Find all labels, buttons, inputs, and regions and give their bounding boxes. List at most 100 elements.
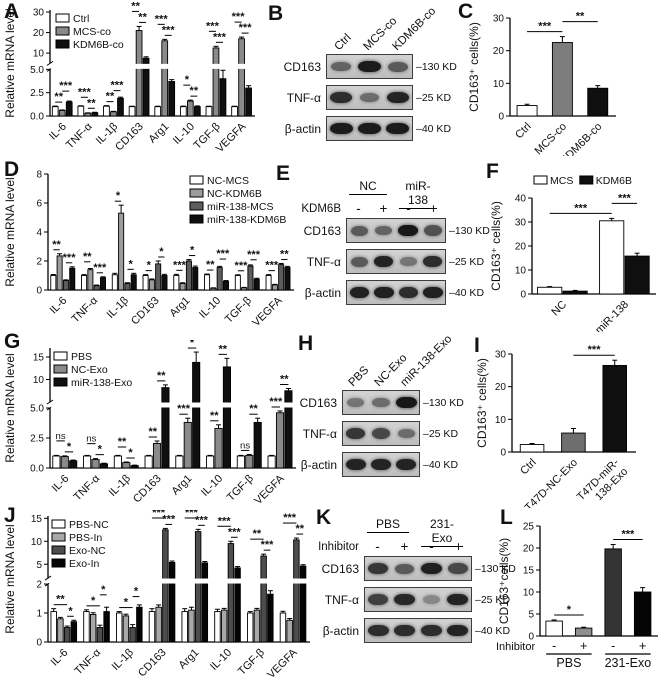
sig-label: *: [185, 74, 190, 86]
tick-label: 20: [495, 382, 507, 393]
bar: [562, 290, 588, 295]
legend-label: Ctrl: [73, 13, 89, 25]
bar: [161, 275, 168, 291]
tick-label: 30: [33, 8, 45, 19]
blot-row: CD163 –130 KD: [298, 390, 464, 415]
sig-label: ***: [247, 249, 261, 261]
group-label: NC: [349, 179, 387, 195]
bar: [220, 609, 228, 643]
tick-label: 5: [528, 610, 534, 621]
panel-letter-J: J: [4, 504, 16, 527]
bar: [253, 278, 260, 291]
sig-label: **: [87, 97, 96, 109]
protein-band: [374, 286, 394, 299]
protein-band: [394, 593, 416, 606]
lane-label: PBS: [346, 364, 372, 389]
sig-label: **: [280, 248, 289, 260]
category-label: IL-10: [199, 473, 225, 499]
y-axis-label: CD163⁺ cells(%): [489, 201, 503, 291]
bar: [194, 531, 202, 643]
lane-label: KDM6B-co: [390, 5, 438, 54]
sig-label: *: [147, 260, 152, 272]
lane-label: Ctrl: [332, 31, 354, 53]
bar: [142, 275, 149, 291]
legend-swatch: [51, 532, 66, 542]
sig-label: ***: [538, 21, 552, 33]
legend-swatch: [51, 545, 66, 555]
blot-lane-box: [346, 280, 446, 305]
legend-swatch: [53, 364, 68, 374]
blot-row: TNF-α –25 KD: [298, 421, 464, 446]
bar: [117, 97, 124, 117]
protein-band: [345, 458, 366, 471]
bar: [50, 275, 57, 291]
sig-label: ***: [185, 510, 199, 519]
sig-label: ***: [218, 515, 232, 527]
protein-band: [359, 92, 380, 103]
bar: [99, 277, 106, 291]
bar: [279, 612, 287, 643]
sig-label: *: [128, 258, 133, 270]
sig-label: *: [190, 340, 195, 349]
blot-header: PBS 231-Exo Inhibitor - + - +: [312, 516, 516, 556]
bar: [115, 612, 123, 643]
bar: [77, 105, 85, 117]
group-label: 231-Exo: [421, 517, 463, 547]
tick-label: 20: [523, 544, 535, 555]
tick-label: 2: [36, 580, 42, 591]
bar: [212, 47, 220, 117]
protein-band: [372, 397, 390, 408]
sig-label: *: [67, 441, 72, 453]
tick-label: 0: [36, 638, 42, 649]
bar: [602, 364, 627, 453]
protein-band: [368, 563, 389, 574]
protein-band: [422, 595, 440, 604]
bar: [52, 455, 61, 469]
category-label: CD163: [131, 473, 164, 506]
category-label: IL-1β: [107, 473, 133, 499]
sig-label: ***: [269, 396, 283, 408]
bar: [241, 287, 248, 291]
molecular-weight-marker: –40 KD: [416, 122, 452, 135]
bar: [210, 287, 217, 291]
panel-C: C 0 10 20 30 CD163⁺ cells(%) *** ** Ctrl MCS-co K…: [456, 0, 658, 167]
bar: [216, 267, 223, 291]
bar: [516, 105, 538, 117]
legend-swatch: [55, 26, 70, 36]
legend-swatch: [189, 201, 204, 211]
tick-label: 20: [515, 242, 527, 253]
category-label: Arg1: [170, 473, 195, 498]
bar: [161, 40, 169, 117]
panel-G: G 0.0 2.5 5.0 10 15 Relative mRNA level ns * ns *…: [2, 330, 300, 513]
blot-row: CD163 –130 KD: [280, 54, 457, 79]
blot-E: NC miR-138 KDM6B - + - + CD163 –130 KD TNF-α –25 K…: [296, 178, 490, 305]
condition-row: Inhibitor - + - +: [312, 539, 472, 554]
bar: [70, 621, 78, 643]
bar: [179, 106, 187, 117]
legend-swatch: [189, 188, 204, 198]
bar: [214, 611, 221, 643]
legend-label: NC-MCS: [207, 175, 249, 187]
sig-label: **: [157, 370, 166, 382]
bar: [63, 627, 71, 643]
protein-band: [386, 122, 410, 135]
legend-swatch: [189, 214, 204, 224]
blot-lane-box: [326, 85, 413, 110]
bar: [168, 81, 176, 117]
bar: [236, 455, 245, 469]
legend-label: miR-138-Exo: [71, 377, 132, 389]
sig-label: ***: [155, 13, 169, 25]
bar: [192, 267, 199, 291]
blot-lane-box: [364, 587, 472, 612]
bar: [96, 627, 104, 643]
sig-label: ***: [228, 526, 242, 538]
bar: [89, 614, 97, 643]
sig-label: *: [101, 584, 106, 596]
bar: [188, 609, 195, 643]
sig-label: **: [131, 2, 140, 12]
protein-band: [396, 396, 417, 409]
panel-letter-H: H: [298, 332, 314, 355]
condition-value: -: [429, 539, 434, 554]
